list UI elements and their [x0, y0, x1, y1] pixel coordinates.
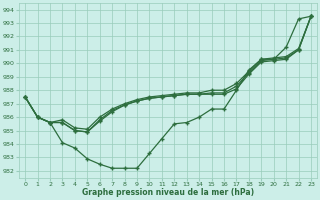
X-axis label: Graphe pression niveau de la mer (hPa): Graphe pression niveau de la mer (hPa)	[82, 188, 254, 197]
